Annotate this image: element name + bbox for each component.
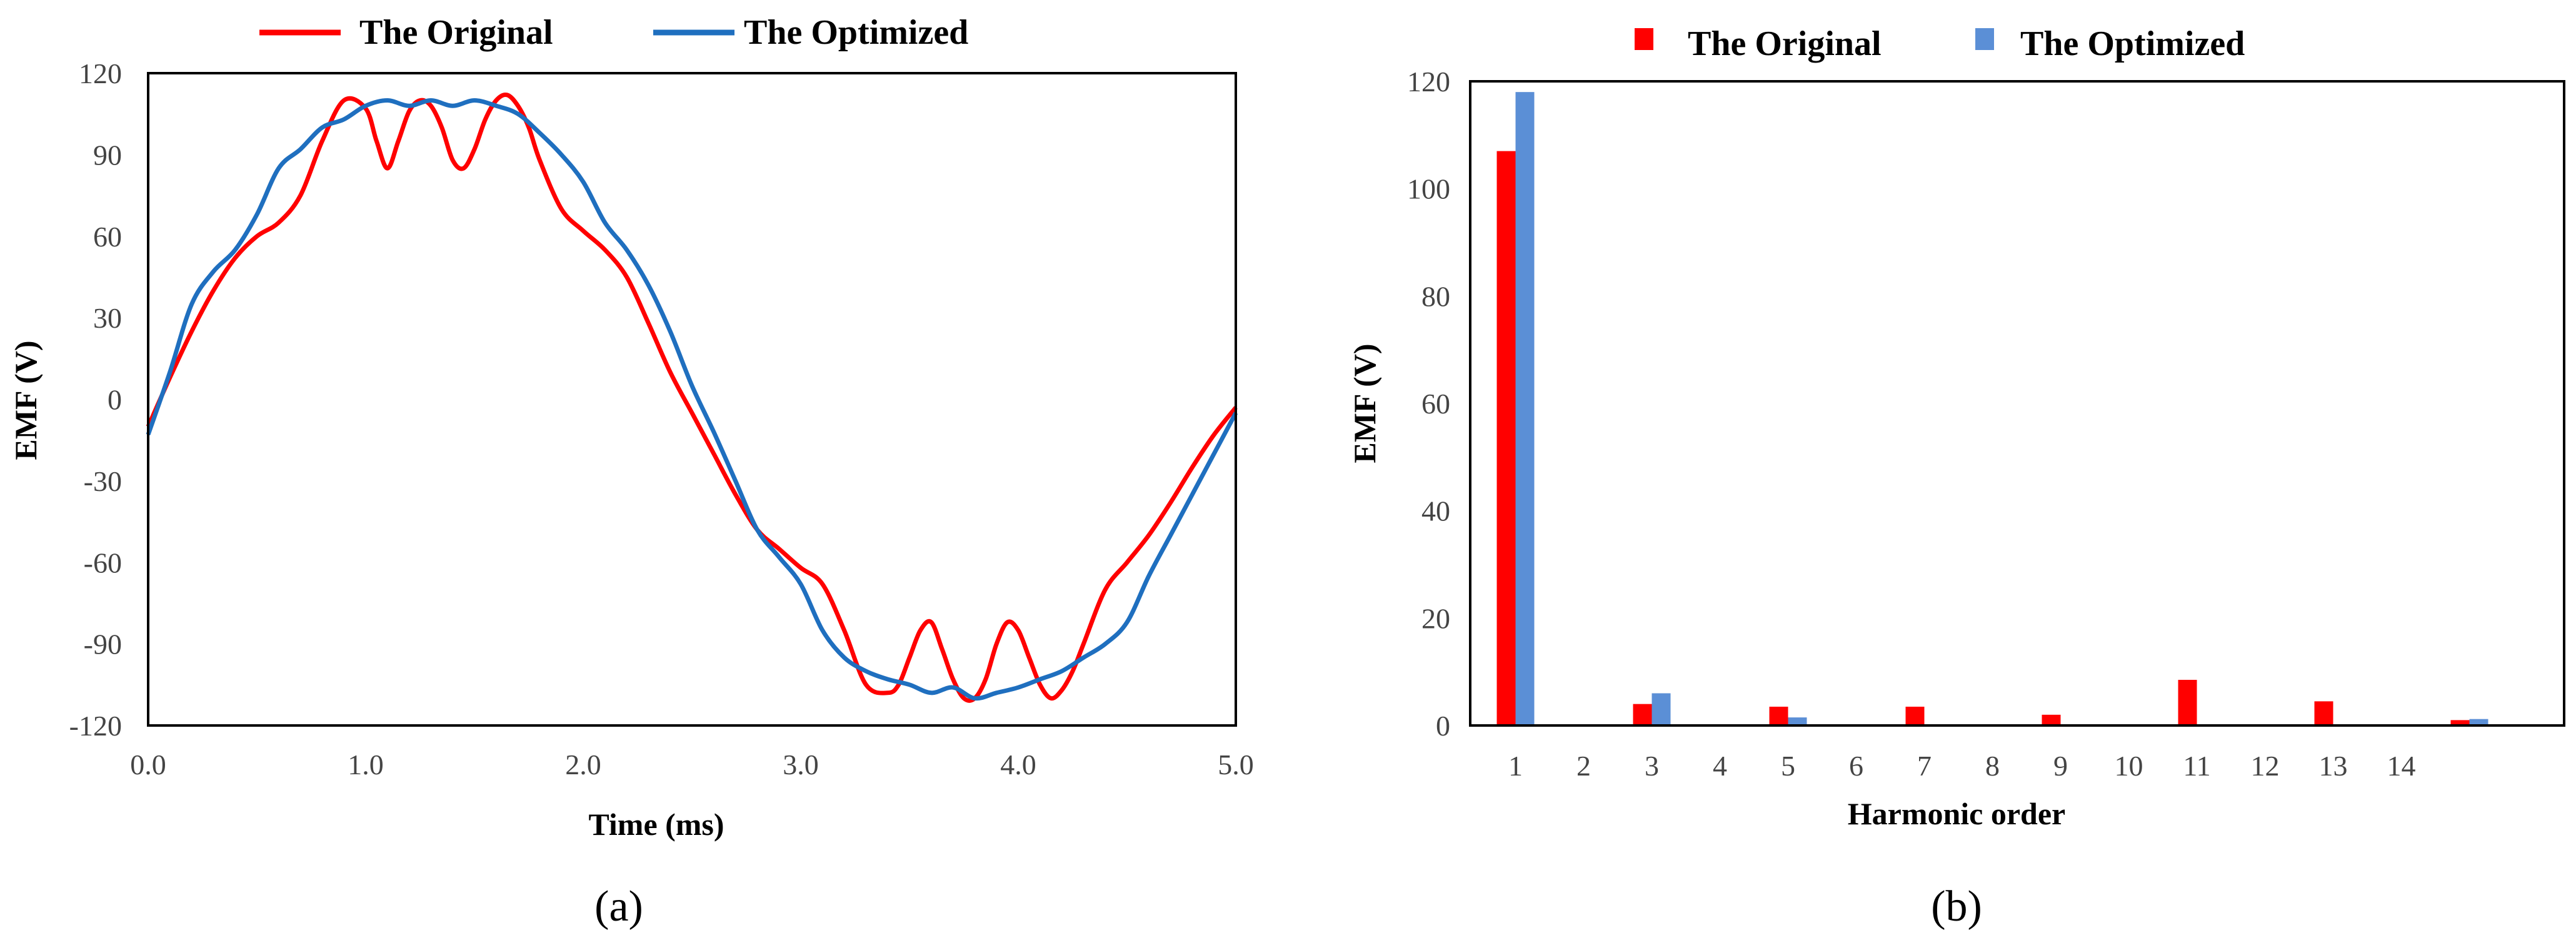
y-tick-label-b: 20 [1421,602,1450,634]
bar-optimized [1788,717,1807,725]
x-tick-label-b: 10 [2115,750,2143,782]
x-tick-label-b: 13 [2319,750,2348,782]
x-tick-label-b: 11 [2183,750,2210,782]
y-ticks-a: 120 90 60 30 0 -30 -60 -90 -120 [69,58,122,742]
bar-original [2450,720,2470,725]
x-tick-label-a: 4.0 [1000,749,1036,781]
series-line-original [146,92,1238,703]
bar-original [1769,706,1788,725]
x-ticks-b: 1 2 3 4 5 6 7 8 9 10 11 12 13 14 [1508,750,2416,782]
bar-original [2314,701,2333,725]
y-tick-label-b: 80 [1421,280,1450,312]
bar-chart-b: The Original The Optimized 1201008060402… [1347,24,2565,931]
bar-optimized [1651,693,1671,725]
y-tick-label-a: -90 [84,629,122,660]
y-tick-label-a: 30 [93,302,122,334]
x-ticks-a: 0.0 1.0 2.0 3.0 4.0 5.0 [130,749,1254,781]
y-ticks-b: 120 100 80 60 40 20 0 [1407,66,1450,742]
x-axis-label-b: Harmonic order [1848,796,2066,831]
y-tick-label-a: 0 [108,384,122,416]
legend-label-optimized-b: The Optimized [2020,24,2245,63]
legend-label-optimized: The Optimized [744,13,968,52]
bar-original [1633,704,1652,725]
x-tick-label-b: 1 [1508,750,1523,782]
y-axis-label-a: EMF (V) [8,340,43,460]
legend-a: The Original The Optimized [259,13,968,52]
legend-label-original: The Original [359,13,553,52]
bar-original [2042,714,2061,725]
x-tick-label-b: 4 [1713,750,1727,782]
x-tick-label-b: 9 [2053,750,2068,782]
series-lines-a [146,92,1238,703]
bar-original [1496,151,1516,726]
x-tick-label-b: 14 [2387,750,2416,782]
y-tick-label-b: 120 [1407,66,1450,98]
x-tick-label-b: 7 [1917,750,1932,782]
legend-b: The Original The Optimized [1635,24,2245,63]
x-tick-label-b: 6 [1849,750,1863,782]
plot-frame-b [1469,80,2565,727]
x-tick-label-a: 3.0 [783,749,819,781]
bar-optimized [1515,92,1535,725]
y-tick-label-b: 0 [1436,710,1450,742]
x-tick-label-a: 2.0 [565,749,601,781]
x-tick-label-b: 12 [2251,750,2280,782]
bar-optimized [2469,719,2488,725]
x-tick-label-a: 0.0 [130,749,166,781]
y-axis-label-b: EMF (V) [1347,343,1382,463]
series-line-optimized [146,98,1238,701]
y-tick-label-a: 90 [93,139,122,171]
legend-swatch-original-b [1635,28,1653,50]
x-tick-label-b: 2 [1576,750,1591,782]
line-chart-a: The Original The Optimized 120 90 60 30 0 -30… [8,13,1254,931]
x-tick-label-a: 1.0 [348,749,384,781]
x-tick-label-a: 5.0 [1218,749,1254,781]
bar-original [1905,706,1925,725]
x-tick-label-b: 5 [1781,750,1795,782]
x-tick-label-b: 8 [1985,750,2000,782]
y-tick-label-b: 100 [1407,173,1450,205]
plot-frame-a [147,72,1237,727]
panel-label-a: (a) [594,882,643,931]
y-tick-label-a: -30 [84,465,122,497]
y-tick-label-a: -120 [69,710,122,742]
legend-swatch-optimized-b [1975,28,1994,50]
y-tick-label-b: 60 [1421,388,1450,420]
y-tick-label-a: 120 [79,58,122,89]
legend-label-original-b: The Original [1688,24,1882,63]
y-tick-label-b: 40 [1421,495,1450,527]
y-tick-label-a: -60 [84,547,122,579]
bar-original [2178,680,2197,725]
bars-b [1496,92,2488,726]
x-axis-label-a: Time (ms) [588,807,724,842]
y-tick-label-a: 60 [93,221,122,253]
panel-label-b: (b) [1931,882,1982,931]
x-tick-label-b: 3 [1645,750,1659,782]
